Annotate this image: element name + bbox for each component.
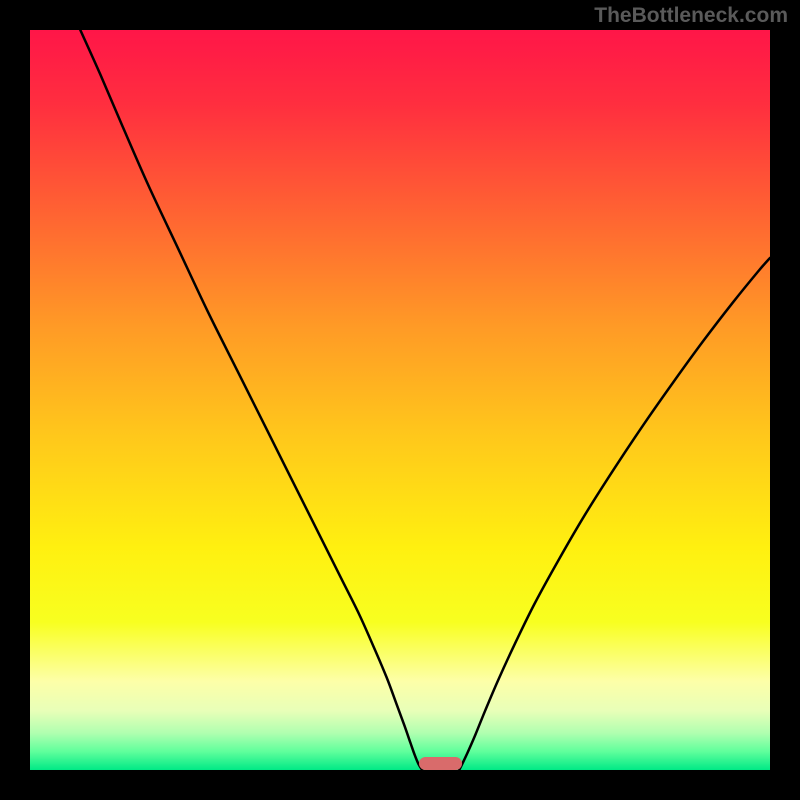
plot-area	[30, 30, 770, 770]
bottleneck-curve	[459, 258, 770, 770]
valley-marker	[419, 757, 462, 770]
bottleneck-curve	[80, 30, 422, 770]
chart-container: TheBottleneck.com	[0, 0, 800, 800]
watermark-text: TheBottleneck.com	[594, 4, 788, 28]
curves-svg	[30, 30, 770, 770]
